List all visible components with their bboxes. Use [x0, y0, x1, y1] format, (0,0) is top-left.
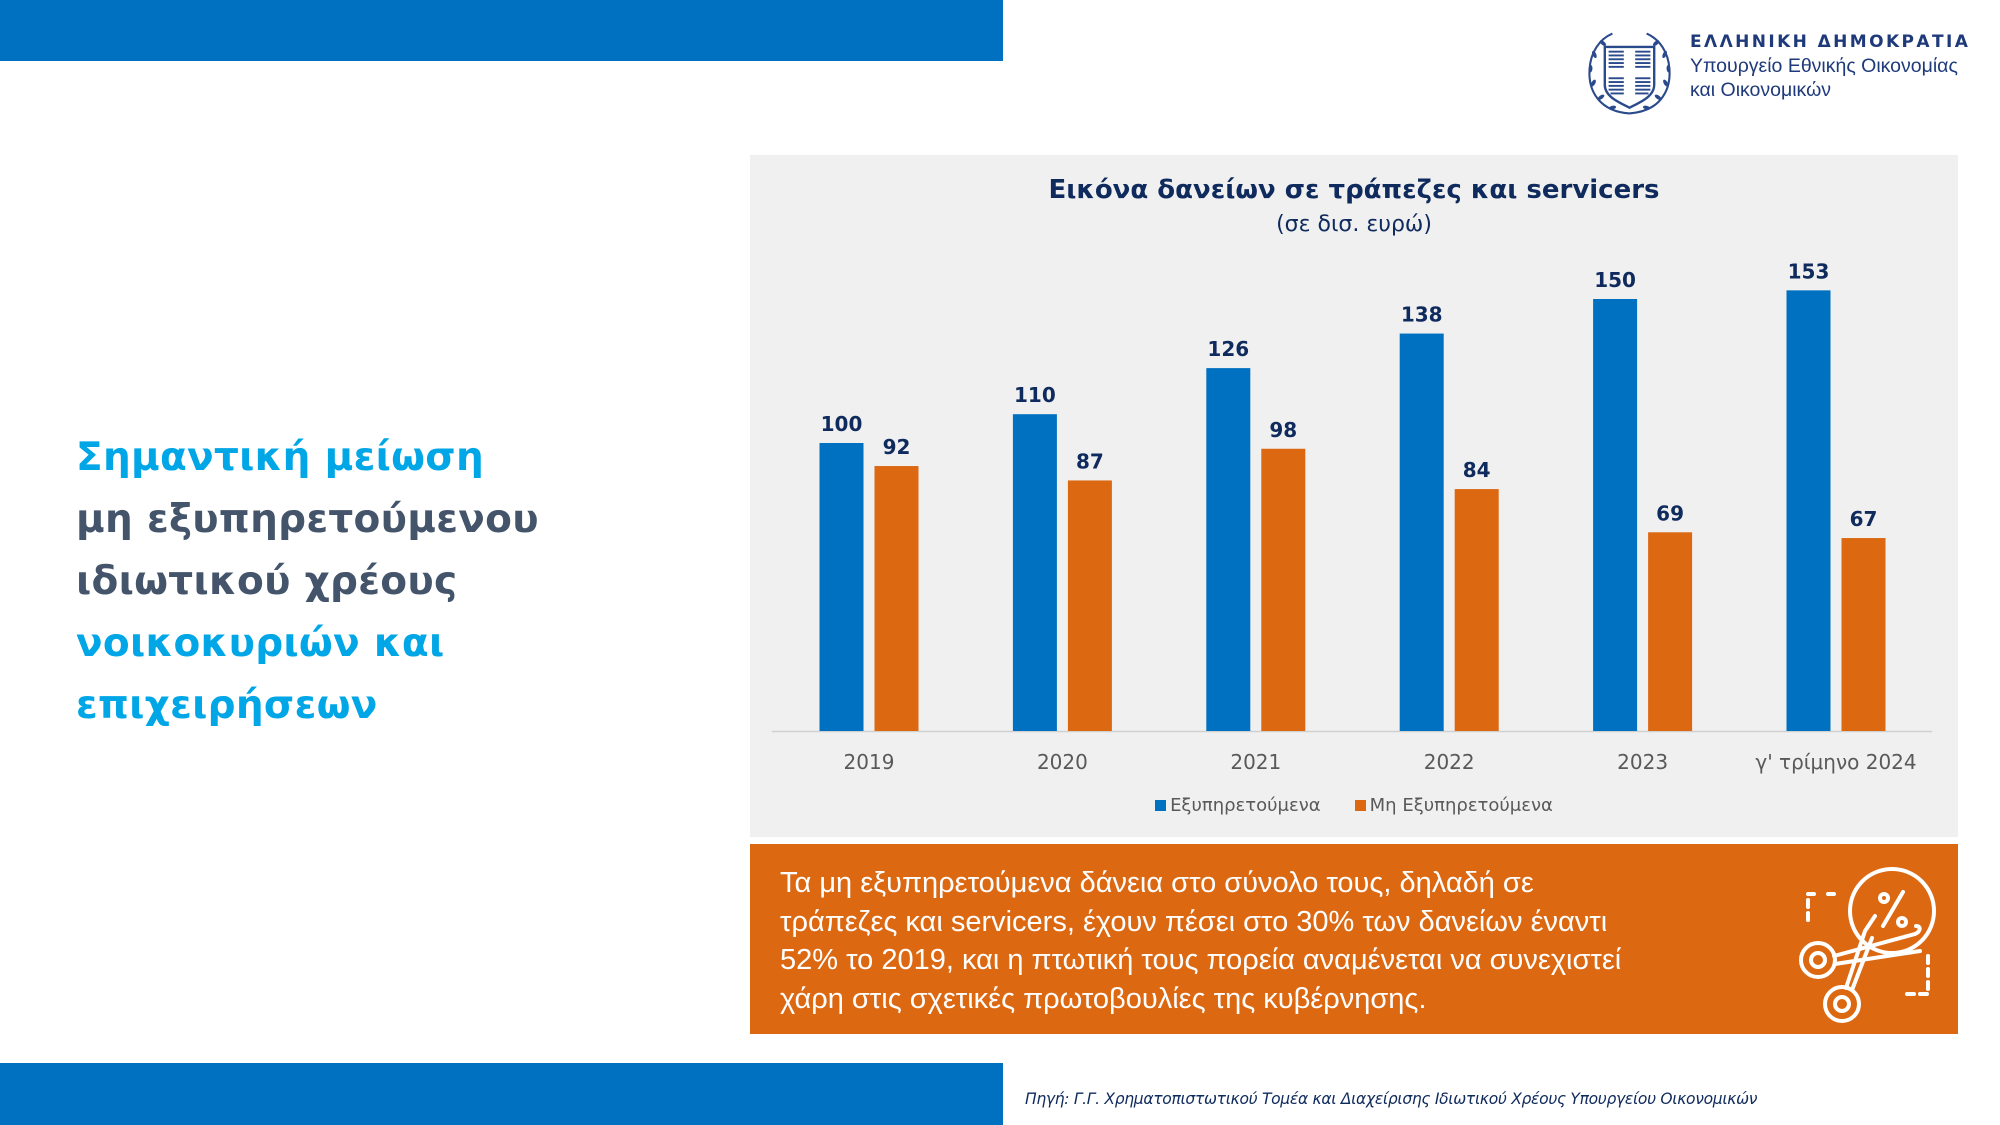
headline: Σημαντική μείωση μη εξυπηρετούμενου ιδιω…	[76, 427, 539, 737]
legend-swatch-orange	[1354, 800, 1366, 811]
bar-performing	[1399, 333, 1444, 731]
legend-swatch-blue	[1155, 800, 1167, 811]
x-tick-label: 2023	[1617, 750, 1668, 774]
bar-non-performing	[1067, 480, 1112, 731]
bar-performing	[1786, 290, 1831, 731]
data-label: 67	[1850, 507, 1878, 531]
legend-item-non-performing: Μη Εξυπηρετούμενα	[1354, 795, 1553, 816]
bar-chart: 100 92 2019 110 87 2020 126 98 2021 138 84 2022 150 6…	[772, 259, 1932, 774]
data-label: 100	[821, 412, 863, 436]
callout-box: Τα μη εξυπηρετούμενα δάνεια στο σύνολο τ…	[750, 844, 1958, 1034]
headline-line: Σημαντική μείωση	[76, 435, 485, 480]
data-label: 87	[1076, 449, 1104, 473]
callout-line: χάρη στις σχετικές πρωτοβουλίες της κυβέ…	[780, 982, 1427, 1015]
legend-item-performing: Εξυπηρετούμενα	[1155, 795, 1321, 816]
callout-line: 52% το 2019, και η πτωτική τους πορεία α…	[780, 944, 1622, 976]
x-tick-label: γ' τρίμηνο 2024	[1755, 750, 1916, 774]
bar-non-performing	[874, 466, 919, 731]
data-label: 153	[1788, 259, 1830, 283]
chart-panel: Εικόνα δανείων σε τράπεζες και servicers…	[750, 155, 1958, 837]
top-brand-bar	[0, 0, 1003, 61]
bar-non-performing	[1648, 532, 1693, 731]
legend-label: Μη Εξυπηρετούμενα	[1369, 795, 1553, 816]
callout-line: τράπεζες και servicers, έχουν πέσει στο …	[780, 905, 1608, 938]
bar-non-performing	[1454, 489, 1499, 731]
source-note: Πηγή: Γ.Γ. Χρηματοπιστωτικού Τομέα και Δ…	[1025, 1090, 1758, 1108]
data-label: 69	[1656, 501, 1684, 525]
data-label: 126	[1207, 337, 1249, 361]
data-label: 138	[1401, 303, 1443, 327]
x-tick-label: 2019	[844, 750, 895, 774]
ministry-name-line2: και Οικονομικών	[1690, 79, 1832, 101]
x-tick-label: 2020	[1037, 750, 1088, 774]
x-tick-label: 2022	[1424, 750, 1475, 774]
legend-label: Εξυπηρετούμενα	[1170, 795, 1321, 816]
x-tick-label: 2021	[1230, 750, 1281, 774]
bar-non-performing	[1841, 538, 1886, 731]
bar-performing	[1012, 414, 1057, 731]
callout-line: Τα μη εξυπηρετούμενα δάνεια στο σύνολο τ…	[780, 867, 1534, 899]
headline-line: επιχειρήσεων	[76, 683, 378, 728]
callout-text: Τα μη εξυπηρετούμενα δάνεια στο σύνολο τ…	[780, 864, 1780, 1018]
headline-line: ιδιωτικού χρέους	[76, 559, 458, 604]
chart-subtitle: (σε δισ. ευρώ)	[1276, 212, 1432, 237]
ministry-name-line1: Υπουργείο Εθνικής Οικονομίας	[1690, 55, 1958, 77]
bottom-brand-bar	[0, 1063, 1003, 1125]
scissors-percent-coupon-icon	[1799, 867, 1936, 1023]
bar-non-performing	[1261, 448, 1306, 731]
headline-line: μη εξυπηρετούμενου	[76, 497, 539, 542]
data-label: 110	[1014, 383, 1056, 407]
chart-legend: Εξυπηρετούμενα Μη Εξυπηρετούμενα	[750, 795, 1958, 816]
data-label: 84	[1463, 458, 1491, 482]
bar-performing	[819, 443, 864, 731]
data-label: 150	[1594, 268, 1636, 292]
bar-performing	[1593, 299, 1638, 731]
chart-title: Εικόνα δανείων σε τράπεζες και servicers	[1048, 175, 1660, 205]
headline-line: νοικοκυριών και	[76, 621, 445, 666]
ministry-branding: ΕΛΛΗΝΙΚΗ ΔΗΜΟΚΡΑΤΙΑ Υπουργείο Εθνικής Οι…	[1690, 30, 1970, 102]
republic-title: ΕΛΛΗΝΙΚΗ ΔΗΜΟΚΡΑΤΙΑ	[1690, 32, 1971, 52]
bar-performing	[1206, 368, 1251, 731]
data-label: 98	[1269, 418, 1297, 442]
greek-coat-of-arms-icon	[1588, 32, 1671, 115]
data-label: 92	[883, 435, 911, 459]
